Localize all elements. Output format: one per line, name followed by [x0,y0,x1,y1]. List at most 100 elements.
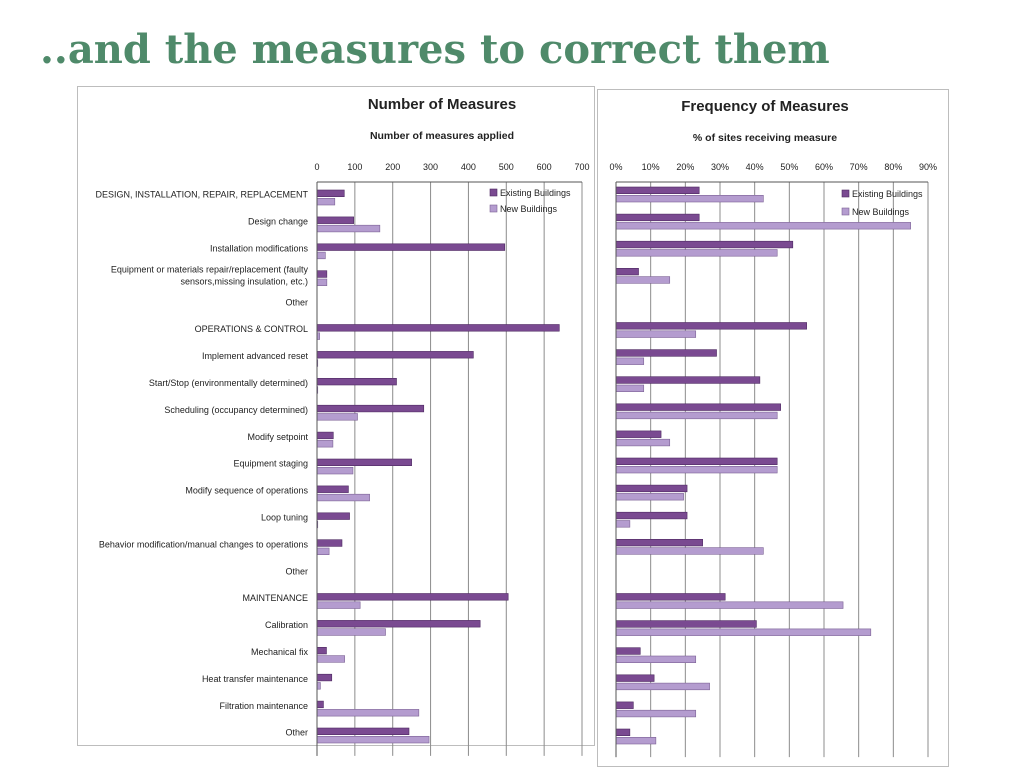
count-bar-existing-loop-tuning [316,512,350,520]
category-label-behavior-modification-manual-changes-to-: Behavior modification/manual changes to … [99,539,309,549]
count-bar-new-maintenance [316,601,361,609]
count-bar-existing-operations-control [316,324,560,332]
pct-bar-new-equipment-staging [615,465,778,474]
number-of-measures-chart: Number of Measures Number of measures app… [95,96,590,756]
count-bar-existing-equipment-staging [316,458,412,466]
pct-tick-label: 10% [642,162,660,172]
count-bar-new-behavior-modification-manual-changes-to- [316,547,330,555]
pct-bar-existing-equipment-or-materials-repair-replacemen [615,268,639,276]
slide-title: ..and the measures to correct them [40,26,830,73]
pct-bar-new-calibration [615,628,872,636]
pct-bar-new-heat-transfer-maintenance [615,682,710,691]
count-bar-new-design-installation-repair-replacement [316,198,336,206]
count-bar-existing-implement-advanced-reset [316,351,474,359]
pct-bar-new-implement-advanced-reset [615,357,645,365]
pct-bar-existing-behavior-modification-manual-changes-to- [615,538,703,547]
count-bar-existing-modify-setpoint [316,431,334,440]
category-label-equipment-staging: Equipment staging [233,459,308,469]
count-tick-label: 700 [574,162,589,172]
category-label-other: Other [285,297,308,307]
frequency-of-measures-chart: Frequency of Measures % of sites receivin… [609,98,937,758]
pct-bar-existing-calibration [615,620,757,628]
pct-bar-new-scheduling-occupancy-determined [615,411,778,420]
pct-bar-existing-modify-sequence-of-operations [615,484,688,493]
count-tick-label: 300 [423,162,438,172]
category-label-implement-advanced-reset: Implement advanced reset [202,351,309,361]
pct-bar-existing-scheduling-occupancy-determined [615,403,781,411]
count-legend-label-new: New Buildings [500,204,558,214]
pct-legend-label-new: New Buildings [852,207,910,217]
count-bar-existing-start-stop-environmentally-determined [316,377,397,386]
pct-bar-new-other [615,736,657,745]
pct-legend-swatch-new [841,207,850,216]
pct-legend-swatch-existing [841,189,850,198]
pct-tick-label: 20% [676,162,694,172]
count-bar-existing-heat-transfer-maintenance [316,673,333,682]
pct-bar-existing-implement-advanced-reset [615,349,717,357]
count-bar-existing-design-installation-repair-replacement [316,189,345,197]
pct-tick-label: 90% [919,162,937,172]
count-legend-swatch-existing [489,188,498,197]
count-bar-existing-filtration-maintenance [316,700,324,709]
count-chart-title: Number of Measures [368,96,516,113]
pct-bar-new-operations-control [615,330,697,338]
count-bar-new-equipment-or-materials-repair-replacemen [316,278,328,286]
category-label-other: Other [285,566,308,576]
pct-bar-new-mechanical-fix [615,655,697,663]
pct-bar-new-design-installation-repair-replacement [615,195,764,203]
count-bar-existing-calibration [316,620,481,628]
category-label-scheduling-occupancy-determined: Scheduling (occupancy determined) [164,405,308,415]
count-bar-new-filtration-maintenance [316,709,420,717]
category-label-design-installation-repair-replacement: DESIGN, INSTALLATION, REPAIR, REPLACEMEN… [95,190,308,200]
pct-bar-existing-start-stop-environmentally-determined [615,376,761,384]
count-bar-new-calibration [316,628,386,636]
pct-tick-label: 30% [711,162,729,172]
pct-bar-existing-maintenance [615,593,726,601]
count-bar-new-design-change [316,224,381,233]
pct-bar-existing-filtration-maintenance [615,701,634,709]
count-bar-existing-scheduling-occupancy-determined [316,404,425,413]
pct-bar-new-start-stop-environmentally-determined [615,384,645,392]
category-label-filtration-maintenance: Filtration maintenance [219,701,308,711]
count-legend-label-existing: Existing Buildings [500,188,571,198]
pct-bar-existing-equipment-staging [615,457,778,465]
count-legend-swatch-new [489,204,498,213]
pct-bar-existing-other [615,728,631,736]
pct-legend-label-existing: Existing Buildings [852,189,923,199]
count-tick-label: 500 [499,162,514,172]
pct-chart-subtitle: % of sites receiving measure [693,132,837,144]
count-bar-existing-installation-modifications [316,243,506,251]
pct-bar-new-maintenance [615,601,844,609]
category-label-equipment-or-materials-repair-replacemen: Equipment or materials repair/replacemen… [111,264,309,286]
pct-bar-existing-operations-control [615,322,807,330]
pct-bar-existing-design-installation-repair-replacement [615,186,700,194]
count-bar-new-other [316,735,430,744]
pct-tick-label: 80% [884,162,902,172]
count-bar-new-equipment-staging [316,466,354,475]
pct-tick-label: 60% [815,162,833,172]
category-label-loop-tuning: Loop tuning [261,512,308,522]
pct-bar-new-loop-tuning [615,520,631,528]
count-bar-existing-mechanical-fix [316,646,327,655]
pct-chart-title: Frequency of Measures [681,98,849,115]
count-bar-existing-other [316,727,410,735]
count-bar-existing-equipment-or-materials-repair-replacemen [316,270,328,278]
pct-tick-label: 0% [609,162,622,172]
pct-bar-new-modify-setpoint [615,438,671,447]
pct-bar-existing-mechanical-fix [615,647,641,655]
category-label-operations-control: OPERATIONS & CONTROL [195,324,308,334]
count-tick-label: 600 [537,162,552,172]
count-bar-new-installation-modifications [316,251,326,260]
pct-bar-existing-loop-tuning [615,511,688,520]
pct-tick-label: 70% [850,162,868,172]
count-tick-label: 0 [314,162,319,172]
count-bar-existing-maintenance [316,593,509,601]
pct-bar-existing-heat-transfer-maintenance [615,674,655,682]
category-label-design-change: Design change [248,217,308,227]
category-label-other: Other [285,728,308,738]
count-tick-label: 100 [347,162,362,172]
category-label-calibration: Calibration [265,620,308,630]
pct-tick-label: 50% [780,162,798,172]
pct-bar-existing-installation-modifications [615,240,794,249]
pct-bar-new-filtration-maintenance [615,709,697,718]
